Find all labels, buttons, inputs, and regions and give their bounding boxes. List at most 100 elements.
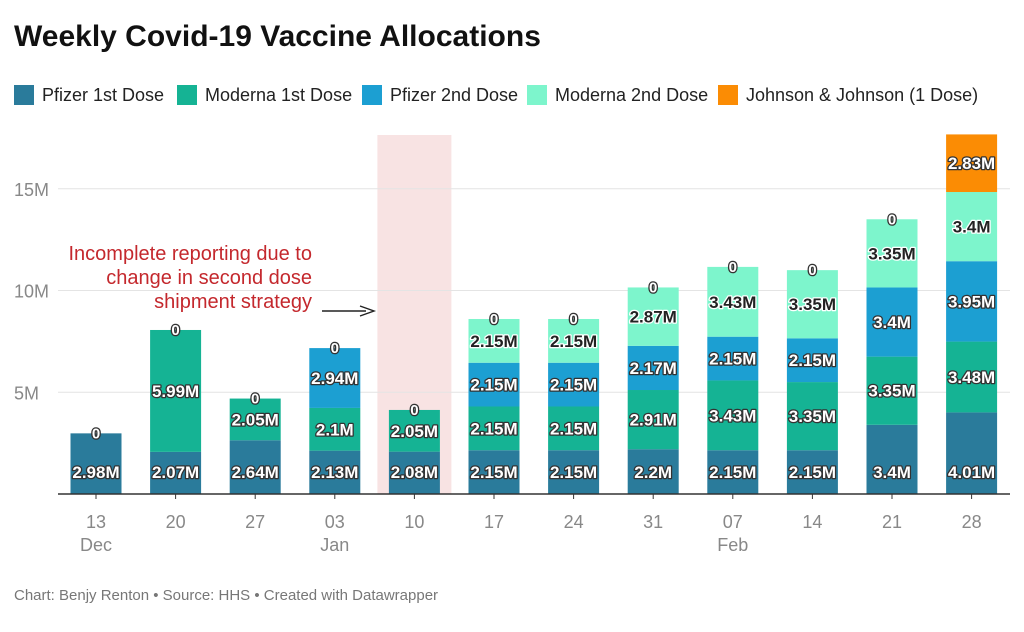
x-tick-label: 13 <box>86 512 106 532</box>
bar-segment <box>388 451 440 494</box>
x-tick-label: 14 <box>802 512 822 532</box>
bar-segment <box>388 409 440 452</box>
data-label: 0 <box>888 211 896 228</box>
data-label: 4.01M <box>948 463 995 482</box>
bar-segment <box>866 356 918 425</box>
bar-segment <box>548 450 600 494</box>
x-tick-label: 27 <box>245 512 265 532</box>
legend-swatch <box>527 85 547 105</box>
legend-swatch <box>718 85 738 105</box>
data-label: 2.15M <box>470 463 517 482</box>
x-tick-label: 28 <box>962 512 982 532</box>
bar-segment <box>548 362 600 407</box>
bar-segment <box>866 219 918 288</box>
x-tick-label: 24 <box>564 512 584 532</box>
bar-segment <box>468 406 520 451</box>
x-tick-label: 10 <box>404 512 424 532</box>
data-label: 3.4M <box>953 218 991 237</box>
data-label: 0 <box>729 259 737 276</box>
chart-footer: Chart: Benjy Renton • Source: HHS • Crea… <box>14 587 438 604</box>
legend-swatch <box>14 85 34 105</box>
bar-segment <box>866 424 918 494</box>
legend-item: Pfizer 2nd Dose <box>362 85 518 105</box>
data-label: 2.15M <box>709 350 756 369</box>
annotation-text: change in second dose <box>106 267 312 289</box>
bar-segment <box>946 412 998 494</box>
data-label: 0 <box>649 279 657 296</box>
data-label: 3.43M <box>709 406 756 425</box>
data-label: 0 <box>490 311 498 328</box>
data-label: 0 <box>808 262 816 279</box>
legend-swatch <box>362 85 382 105</box>
data-label: 2.87M <box>630 308 677 327</box>
bar-segment <box>946 261 998 342</box>
bar-segment <box>150 329 202 452</box>
x-tick-month: Dec <box>80 535 112 555</box>
bar-segment <box>707 450 759 494</box>
x-tick-label: 21 <box>882 512 902 532</box>
data-label: 2.15M <box>789 351 836 370</box>
data-label: 3.48M <box>948 368 995 387</box>
bar-segment <box>866 287 918 357</box>
bar-segment <box>150 451 202 494</box>
data-label: 0 <box>331 340 339 357</box>
bar-segment <box>468 362 520 407</box>
data-label: 2.05M <box>232 410 279 429</box>
legend-label: Moderna 1st Dose <box>205 85 352 105</box>
x-tick-label: 17 <box>484 512 504 532</box>
data-label: 2.17M <box>630 359 677 378</box>
data-label: 3.35M <box>868 244 915 263</box>
legend-item: Moderna 1st Dose <box>177 85 352 105</box>
gridlines: 5M 10M 15M <box>14 180 1010 403</box>
y-tick-label: 10M <box>14 282 49 302</box>
annotation-arrowhead <box>359 305 377 317</box>
data-label: 5.99M <box>152 382 199 401</box>
legend-item: Johnson & Johnson (1 Dose) <box>718 85 978 105</box>
data-label: 3.35M <box>868 382 915 401</box>
legend-swatch <box>177 85 197 105</box>
bar-segment <box>468 318 520 363</box>
legend: Pfizer 1st Dose Moderna 1st Dose Pfizer 2n… <box>14 85 978 105</box>
data-label: 2.13M <box>311 463 358 482</box>
bar-segment <box>468 450 520 494</box>
data-label: 2.91M <box>630 411 677 430</box>
bar-segment <box>229 398 281 441</box>
data-label: 2.15M <box>550 463 597 482</box>
bar-segment <box>946 192 998 262</box>
x-tick-month: Jan <box>320 535 349 555</box>
data-label: 3.95M <box>948 292 995 311</box>
bar-segment <box>627 449 679 494</box>
legend-label: Pfizer 1st Dose <box>42 85 164 105</box>
x-tick-month: Feb <box>717 535 748 555</box>
x-tick-label: 07 <box>723 512 743 532</box>
bar-segment <box>786 270 838 339</box>
bar-segment <box>309 450 361 494</box>
legend-label: Pfizer 2nd Dose <box>390 85 518 105</box>
bar-segment <box>707 336 759 381</box>
data-label: 2.94M <box>311 369 358 388</box>
x-tick-label: 03 <box>325 512 345 532</box>
bar-segment <box>548 318 600 363</box>
data-label: 0 <box>92 425 100 442</box>
data-label: 0 <box>569 311 577 328</box>
y-tick-label: 15M <box>14 180 49 200</box>
data-label: 2.07M <box>152 463 199 482</box>
bar-segment <box>786 338 838 383</box>
bar-segment <box>786 450 838 494</box>
data-label: 0 <box>251 391 259 408</box>
annotation-text: shipment strategy <box>154 291 312 313</box>
data-label: 2.08M <box>391 463 438 482</box>
data-label: 2.15M <box>789 463 836 482</box>
data-label: 2.64M <box>232 463 279 482</box>
data-label: 3.43M <box>709 293 756 312</box>
bar-segment <box>309 348 361 408</box>
data-label: 0 <box>171 322 179 339</box>
data-label: 2.05M <box>391 422 438 441</box>
data-label: 2.1M <box>316 420 354 439</box>
data-label: 2.15M <box>470 376 517 395</box>
data-label: 2.98M <box>72 463 119 482</box>
annotation-text: Incomplete reporting due to <box>69 243 313 265</box>
bar-segment <box>786 382 838 451</box>
x-tick-label: 31 <box>643 512 663 532</box>
bar-segment <box>309 407 361 451</box>
